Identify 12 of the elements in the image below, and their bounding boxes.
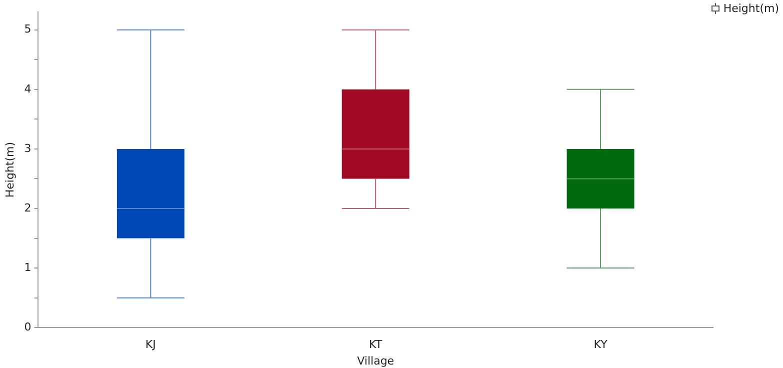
x-axis-title: Village <box>357 354 394 368</box>
x-tick-label: KJ <box>145 338 156 352</box>
y-tick-label: 1 <box>24 260 32 274</box>
y-tick-label: 0 <box>24 320 32 334</box>
y-tick-label: 4 <box>24 82 32 96</box>
y-tick-label: 5 <box>24 22 32 36</box>
x-tick-label: KY <box>594 338 608 352</box>
text: Height(m) <box>723 2 779 15</box>
y-tick-label: 2 <box>24 201 32 214</box>
y-axis-title: Height(m) <box>3 142 16 198</box>
x-tick-label: KT <box>369 338 382 352</box>
y-tick-label: 3 <box>24 142 32 155</box>
